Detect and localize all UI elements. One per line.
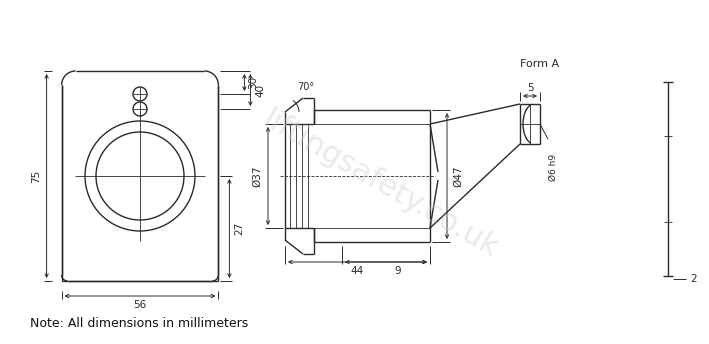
Text: liftingsafety.co.uk: liftingsafety.co.uk (257, 105, 503, 264)
Text: 56: 56 (133, 300, 147, 310)
Text: 5: 5 (527, 83, 533, 93)
Text: 44: 44 (351, 266, 364, 276)
Text: Note: All dimensions in millimeters: Note: All dimensions in millimeters (30, 317, 248, 330)
Text: 75: 75 (32, 169, 42, 183)
Text: Form A: Form A (520, 59, 559, 69)
Text: 70°: 70° (297, 82, 314, 92)
Text: 40: 40 (255, 84, 265, 97)
Text: Ø6 h9: Ø6 h9 (549, 154, 558, 181)
Text: 27: 27 (235, 222, 245, 235)
Text: Ø47: Ø47 (453, 165, 463, 187)
Text: 9: 9 (395, 266, 401, 276)
Text: 30: 30 (248, 76, 258, 89)
Text: 2: 2 (690, 274, 697, 284)
Text: Ø37: Ø37 (252, 165, 262, 187)
